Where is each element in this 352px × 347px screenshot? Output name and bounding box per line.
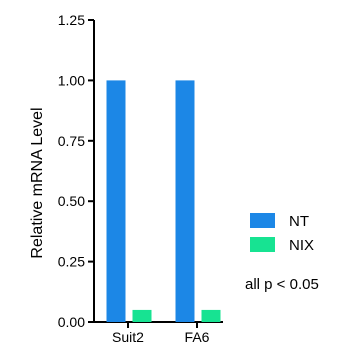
bar-nt-fa6 bbox=[175, 80, 195, 323]
x-tick-label: Suit2 bbox=[112, 329, 144, 345]
x-axis: Suit2 FA6 bbox=[93, 321, 223, 345]
y-tick-label: 0.25 bbox=[58, 254, 85, 270]
legend-label-nt: NT bbox=[289, 213, 309, 230]
y-tick-label: 0.50 bbox=[58, 193, 85, 209]
bars bbox=[106, 80, 221, 323]
y-axis: 0.00 0.25 0.50 0.75 1.00 1.25 bbox=[58, 12, 95, 330]
y-tick-label: 0.00 bbox=[58, 314, 85, 330]
bar-nix-suit2 bbox=[132, 309, 152, 322]
significance-note: all p < 0.05 bbox=[245, 276, 319, 293]
y-tick-label: 1.25 bbox=[58, 12, 85, 28]
bar-nix-fa6 bbox=[201, 309, 221, 322]
y-tick-label: 0.75 bbox=[58, 133, 85, 149]
y-tick-label: 1.00 bbox=[58, 72, 85, 88]
bar-nt-suit2 bbox=[106, 80, 126, 323]
legend-label-nix: NIX bbox=[289, 237, 314, 254]
legend-swatch-nt bbox=[250, 213, 275, 228]
y-axis-label: Relative mRNA Level bbox=[29, 107, 46, 258]
legend: NT NIX bbox=[250, 213, 314, 254]
x-tick-label: FA6 bbox=[185, 329, 210, 345]
legend-swatch-nix bbox=[250, 237, 275, 252]
